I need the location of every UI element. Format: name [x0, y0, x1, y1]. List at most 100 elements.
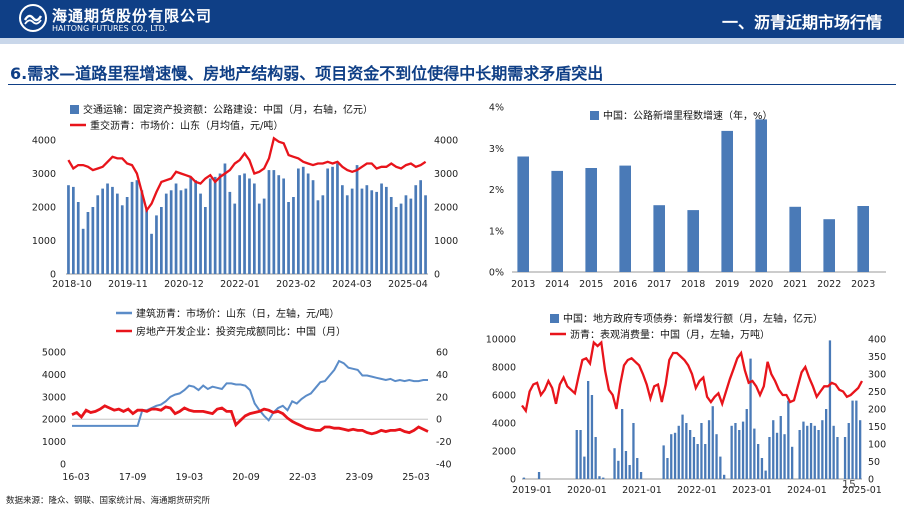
- chart1-ytick-right-4: 4000: [434, 136, 458, 147]
- header-accent-band: [0, 38, 904, 44]
- chart1-bar: [81, 228, 85, 274]
- chart4-bar: [832, 425, 835, 479]
- chart1-bar: [111, 186, 114, 274]
- chart3-xtick-3: 20-09: [232, 472, 260, 483]
- chart4-bar: [760, 458, 764, 479]
- chart3-ytick-right-0: -40: [436, 460, 452, 471]
- chart4-bar: [768, 437, 771, 479]
- haitong-logo-icon: [19, 4, 47, 32]
- chart4-bar: [639, 472, 643, 479]
- chart1-xtick-1: 2019-11: [108, 279, 148, 290]
- chart4-bar: [809, 423, 813, 479]
- chart4-bar: [806, 425, 809, 479]
- chart3-xtick-0: 16-03: [62, 472, 90, 483]
- chart4-ytick-right-2: 100: [868, 440, 886, 451]
- chart1-ytick-right-1: 1000: [434, 236, 458, 247]
- chart1-bar: [306, 173, 310, 274]
- chart1-bar: [341, 185, 344, 274]
- chart1-bar: [199, 193, 202, 274]
- chart1-xtick-2: 2020-12: [164, 279, 204, 290]
- chart4-bar: [681, 414, 684, 479]
- chart1-bar: [355, 165, 359, 274]
- chart1-bar: [120, 205, 124, 274]
- chart2-bar: [551, 170, 563, 272]
- chart2-xtick-8: 2021: [783, 279, 807, 290]
- chart3-line-building-asphalt: [72, 359, 428, 427]
- chart1-legend-bar-label: 交通运输：固定资产投资额：公路建设：中国（月，右轴，亿元）: [83, 103, 373, 116]
- chart-transport-fai-vs-asphalt: 0 1000 2000 3000 4000 0 1000 2000 3000 4000 2018-1…: [32, 103, 458, 290]
- chart-highway-mileage-growth: 0% 1% 2% 3% 4% 2013 2014 2015 2016 2017 2018 2019 20…: [489, 103, 886, 290]
- chart1-bar: [228, 191, 232, 274]
- chart3-xtick-1: 17-09: [119, 472, 147, 483]
- chart1-bar: [233, 203, 237, 274]
- chart1-ytick-left-0: 0: [50, 270, 56, 281]
- chart1-bar: [184, 188, 188, 274]
- chart4-ytick-left-3: 6000: [492, 391, 516, 402]
- data-source-note: 数据来源：隆众、钢联、国家统计局、海通期货研究所: [6, 496, 211, 506]
- chart4-ytick-right-4: 200: [868, 405, 886, 416]
- chart4-ytick-left-0: 0: [510, 475, 516, 486]
- chart1-bar: [262, 198, 266, 274]
- chart4-bar: [764, 470, 767, 479]
- chart1-bar: [253, 183, 256, 274]
- chart4-bar: [602, 477, 605, 479]
- chart2-bar: [585, 168, 597, 272]
- chart4-bar: [723, 474, 726, 479]
- chart4-bar: [821, 420, 824, 479]
- chart1-bar: [106, 183, 109, 274]
- chart3-line-real-estate: [71, 404, 429, 436]
- chart1-bar: [155, 215, 158, 274]
- chart1-bar: [169, 190, 173, 275]
- chart1-ytick-left-3: 3000: [32, 169, 56, 180]
- chart4-bar: [636, 458, 639, 479]
- chart3-legend-blue-label: 建筑沥青：市场价：山东（日，左轴，元/吨）: [136, 307, 339, 320]
- chart1-bar: [130, 181, 134, 274]
- chart3-ytick-right-1: -20: [436, 437, 452, 448]
- chart1-ytick-left-2: 2000: [32, 203, 56, 214]
- chart1-bar: [301, 166, 305, 274]
- chart1-bar: [101, 188, 104, 274]
- chart1-bar: [67, 185, 70, 274]
- chart1-bar: [365, 185, 369, 274]
- chart2-bar: [755, 119, 767, 273]
- chart4-ytick-left-2: 4000: [492, 419, 516, 430]
- chart4-bar: [825, 409, 828, 479]
- chart1-line-asphalt-price: [67, 136, 427, 213]
- chart1-bar: [238, 175, 241, 274]
- chart4-ytick-right-7: 350: [868, 352, 886, 363]
- chart1-bar: [257, 203, 261, 274]
- chart1-bar: [135, 180, 139, 274]
- chart2-bar: [619, 165, 631, 272]
- chart4-bar: [696, 444, 699, 479]
- chart3-ytick-right-2: 0: [436, 415, 442, 426]
- chart1-legend-line-label: 重交沥青：市场价：山东（月均值，元/吨）: [90, 119, 283, 132]
- chart4-bar: [828, 340, 832, 479]
- chart1-bar: [321, 195, 325, 274]
- chart4-bar: [666, 458, 669, 479]
- chart1-bar: [409, 198, 413, 274]
- chart4-bar: [817, 430, 820, 479]
- chart1-bar: [389, 197, 393, 274]
- chart1-xtick-6: 2025-04: [388, 279, 428, 290]
- chart3-xtick-6: 25-03: [402, 472, 430, 483]
- chart2-xtick-6: 2019: [715, 279, 739, 290]
- logo-text-cn: 海通期货股份有限公司: [52, 7, 213, 25]
- heading-divider: [8, 84, 896, 85]
- chart1-xtick-3: 2022-01: [220, 279, 260, 290]
- chart1-bar: [399, 203, 403, 274]
- chart1-legend-bar-swatch: [70, 105, 79, 114]
- chart4-bar: [791, 446, 794, 479]
- chart1-bar: [267, 170, 271, 274]
- chart4-bar: [617, 460, 620, 479]
- company-logo: 海通期货股份有限公司 HAITONG FUTURES CO., LTD.: [18, 3, 238, 39]
- chart1-bar: [213, 176, 217, 274]
- chart1-bar: [350, 188, 354, 274]
- chart4-ytick-right-0: 0: [868, 475, 874, 486]
- chart2-xtick-5: 2018: [681, 279, 705, 290]
- chart3-xtick-5: 23-09: [346, 472, 374, 483]
- chart4-bar: [783, 434, 786, 479]
- chart2-xtick-2: 2015: [579, 279, 603, 290]
- chart4-bar: [537, 472, 541, 479]
- chart1-bar: [160, 207, 163, 274]
- chart4-bar: [632, 423, 635, 479]
